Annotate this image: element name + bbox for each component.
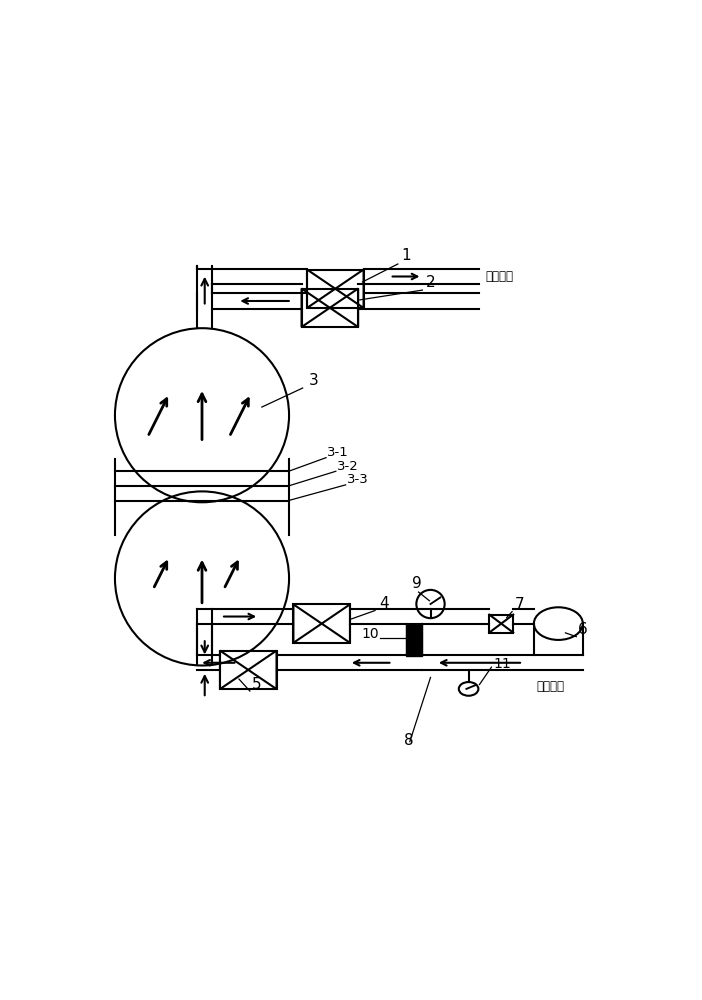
Text: 3-1: 3-1: [327, 446, 349, 459]
Text: 6: 6: [578, 622, 588, 637]
Text: 冲洗介质: 冲洗介质: [536, 680, 564, 693]
Text: 2: 2: [425, 275, 435, 290]
Bar: [406, 624, 423, 656]
Text: 9: 9: [412, 576, 422, 591]
Text: 10: 10: [362, 627, 379, 641]
Text: 3-2: 3-2: [337, 460, 359, 473]
Text: 3-3: 3-3: [347, 473, 369, 486]
Text: 8: 8: [404, 733, 413, 748]
Text: 5: 5: [251, 677, 261, 692]
Text: 7: 7: [515, 597, 524, 612]
Text: 3: 3: [309, 373, 319, 388]
Text: 1: 1: [402, 248, 411, 263]
Text: 4: 4: [380, 596, 389, 611]
Text: 至污泥池: 至污泥池: [485, 270, 513, 283]
Text: 11: 11: [493, 657, 511, 671]
